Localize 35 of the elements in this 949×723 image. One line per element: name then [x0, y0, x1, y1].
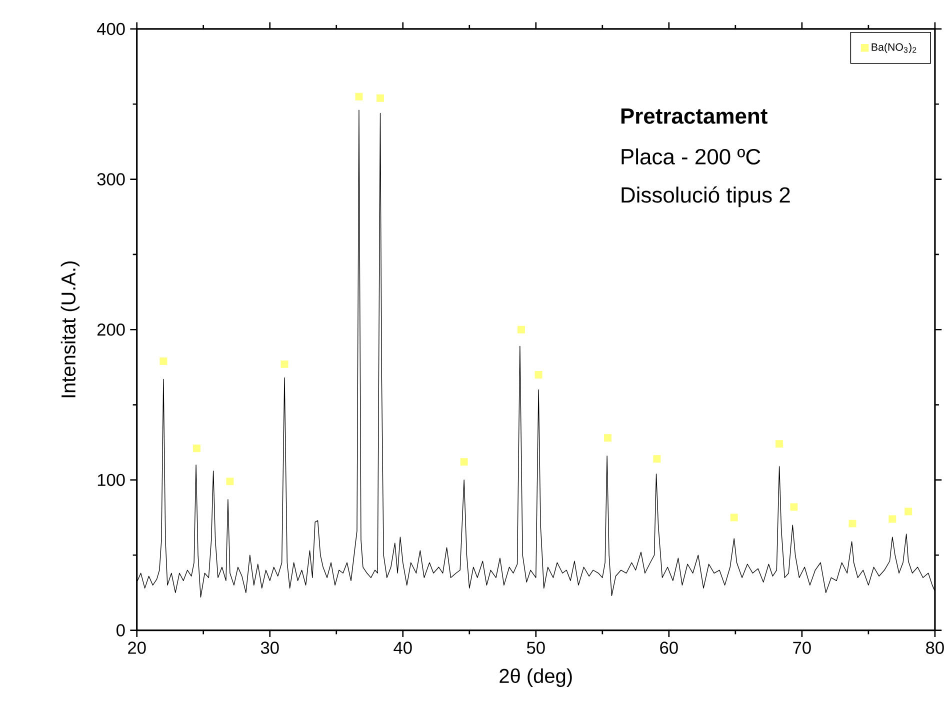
point: [226, 478, 234, 486]
point: [653, 455, 661, 463]
annotation: Dissolució tipus 2: [622, 186, 790, 208]
x-tick-label: 40: [394, 642, 412, 654]
point: [604, 434, 612, 442]
y-tick-label: 400: [96, 22, 125, 36]
point: [518, 326, 525, 334]
point: [888, 515, 896, 523]
y-axis-title: Intensitat (U.A.): [60, 261, 80, 398]
point: [160, 357, 168, 365]
point: [460, 458, 468, 466]
legend-label: Ba(NO$_{3}$)$_{2}$: [872, 42, 916, 53]
point: [776, 440, 784, 448]
point: [790, 503, 798, 511]
point: [848, 520, 856, 528]
y-tick-label: 200: [97, 323, 125, 336]
y-tick-label: 100: [98, 474, 125, 486]
x-tick-label: 20: [128, 642, 146, 654]
point: [280, 360, 288, 368]
annotation: Pretractament: [621, 108, 768, 124]
annotation: Placa - 200 ºC: [622, 148, 760, 164]
point: [355, 92, 363, 100]
y-tick-label: 0: [116, 624, 125, 636]
point: [730, 514, 738, 522]
x-tick-label: 50: [526, 642, 545, 654]
point: [376, 94, 384, 102]
x-tick-label: 70: [793, 642, 811, 654]
point: [534, 370, 542, 378]
point: [192, 444, 200, 452]
x-tick-label: 80: [926, 642, 944, 654]
y-tick-label: 300: [97, 173, 125, 186]
point: [904, 508, 912, 516]
x-tick-label: 60: [660, 642, 678, 654]
x-axis-title: 2θ (deg): [500, 668, 572, 687]
x-tick-label: 30: [260, 642, 279, 654]
